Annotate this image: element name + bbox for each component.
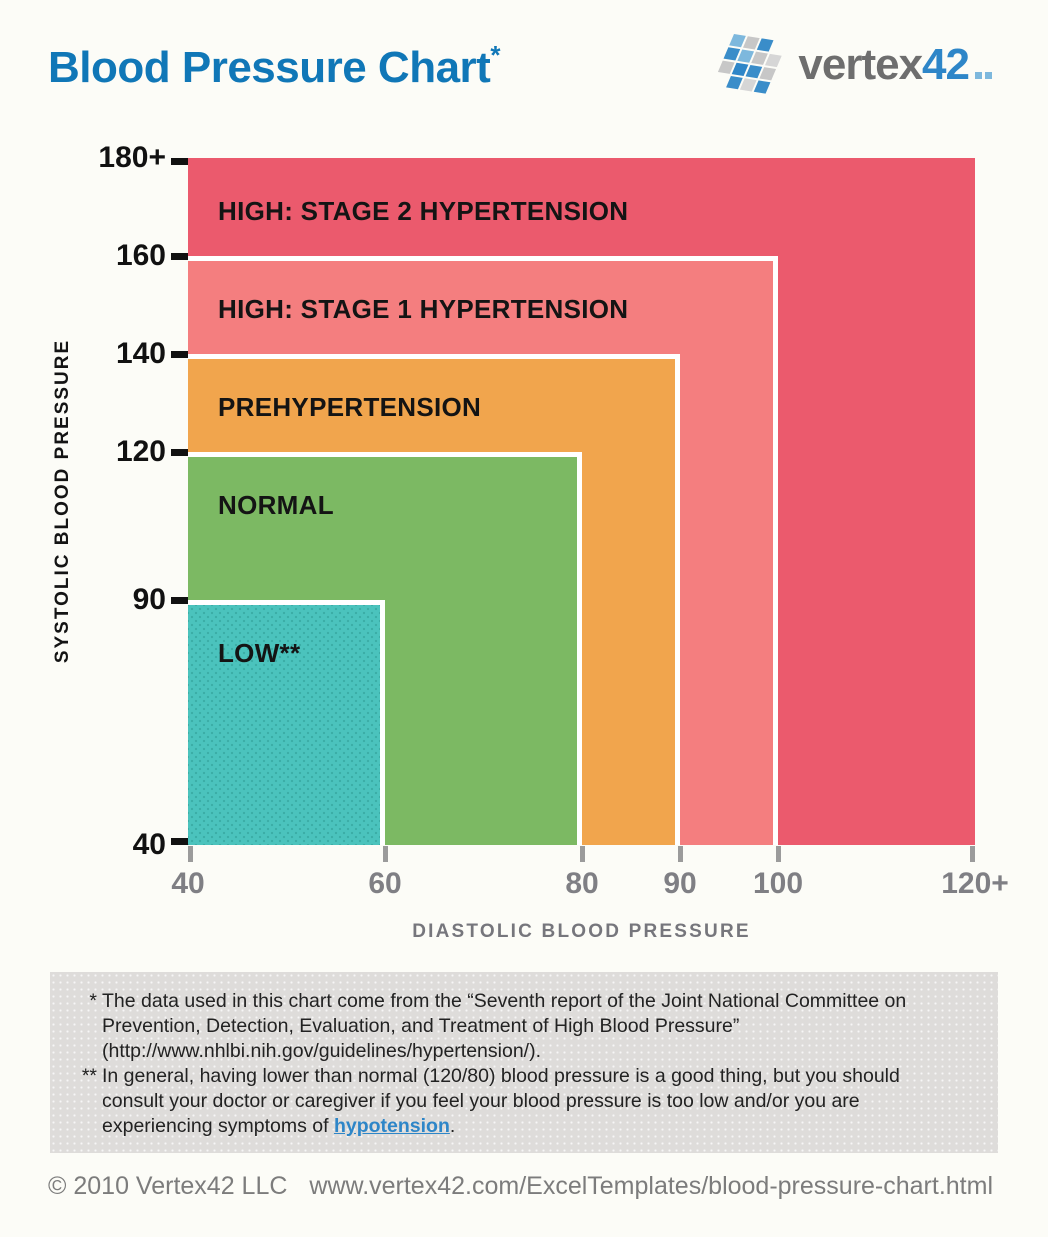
x-tick-label: 90 [663,867,697,900]
y-tick [171,449,188,456]
logo-word-gray: vertex [798,40,923,89]
zone-label: NORMAL [218,490,334,520]
footnote-line: The data used in this chart come from th… [102,990,907,1012]
chart-layer: HIGH: STAGE 2 HYPERTENSION HIGH: STAGE 1 … [52,141,1009,942]
y-tick [171,253,188,260]
y-tick [171,351,188,358]
footnote-line: Prevention, Detection, Evaluation, and T… [102,1015,740,1037]
x-tick [383,846,388,862]
y-axis-title: SYSTOLIC BLOOD PRESSURE [52,338,73,664]
footnote-line: consult your doctor or caregiver if you … [102,1090,860,1112]
y-tick-label: 180+ [98,141,166,174]
footnote-line-text: experiencing symptoms of [102,1115,334,1137]
x-tick-label: 60 [368,867,402,900]
zone-label: HIGH: STAGE 2 HYPERTENSION [218,196,629,226]
x-tick-label: 100 [752,867,804,900]
x-tick-label: 80 [565,867,599,900]
y-tick [171,158,188,165]
y-tick [171,597,188,604]
y-tick-label: 120 [115,435,166,468]
footnotes-panel: * The data used in this chart come from … [50,972,998,1153]
zone-low: LOW** [188,600,385,845]
footnote-marker: * [89,990,97,1012]
y-tick [171,838,188,845]
x-tick [776,846,781,862]
x-tick [580,846,585,862]
x-tick-label: 120+ [941,867,1009,900]
footer-url: www.vertex42.com/ExcelTemplates/blood-pr… [309,1172,993,1200]
logo-dots [972,43,992,87]
hypotension-link[interactable]: hypotension [333,1115,450,1137]
y-tick-label: 140 [115,337,166,370]
logo-word-blue: 42 [922,40,970,89]
page-title: Blood Pressure Chart* [48,40,500,93]
x-axis-title: DIASTOLIC BLOOD PRESSURE [412,921,751,942]
zone-label: LOW** [218,638,301,668]
footnote-low-bp: ** In general, having lower than normal … [82,1064,974,1139]
x-tick [970,846,975,862]
x-tick-label: 40 [171,867,205,900]
x-tick [188,846,193,862]
footnote-line: In general, having lower than normal (12… [102,1065,900,1087]
copyright-text: © 2010 Vertex42 LLC [48,1172,288,1200]
y-tick-label: 90 [132,583,166,616]
x-tick [678,846,683,862]
vertex42-logo: vertex42 [718,28,992,102]
footnote-line: (http://www.nhlbi.nih.gov/guidelines/hyp… [102,1040,541,1062]
zone-label: HIGH: STAGE 1 HYPERTENSION [218,294,629,324]
zone-label: PREHYPERTENSION [218,392,482,422]
footer: © 2010 Vertex42 LLC www.vertex42.com/Exc… [48,1172,993,1201]
vertex42-logo-icon [718,34,783,94]
logo-wordmark: vertex42 [798,43,992,87]
footnote-marker: ** [81,1065,97,1087]
footnote-line-text: . [449,1115,456,1137]
y-tick-label: 160 [115,239,166,272]
y-tick-label: 40 [132,828,166,861]
plot-area: HIGH: STAGE 2 HYPERTENSION HIGH: STAGE 1 … [188,158,975,845]
footnote-line: experiencing symptoms of hypotension. [102,1114,974,1139]
title-asterisk: * [490,40,500,70]
footnote-source: * The data used in this chart come from … [89,989,974,1064]
page-title-text: Blood Pressure Chart [48,43,491,92]
